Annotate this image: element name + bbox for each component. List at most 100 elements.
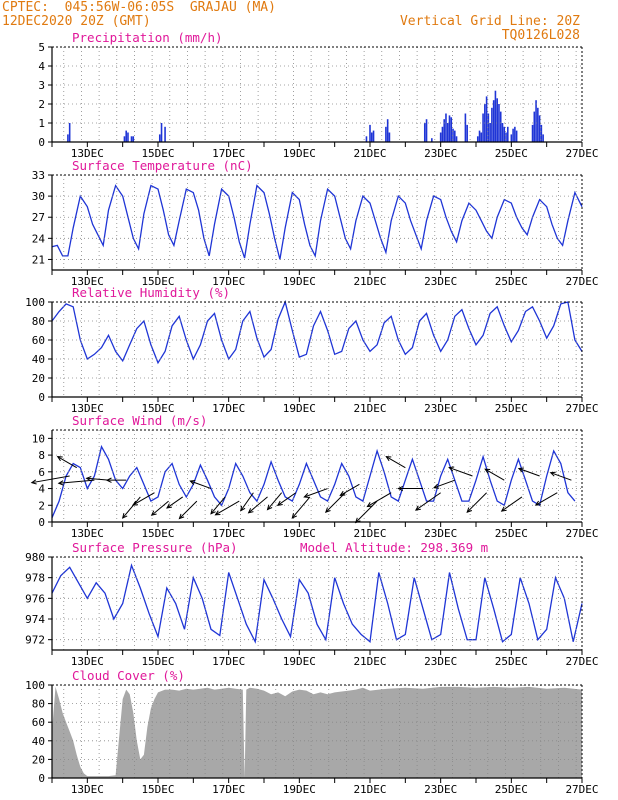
wind-arrow xyxy=(179,500,198,519)
wind-arrow-head xyxy=(121,512,128,519)
wind-arrow xyxy=(57,456,77,469)
precip-bar xyxy=(386,119,389,142)
precip-bar xyxy=(441,126,444,142)
wind-arrow-head xyxy=(303,493,310,498)
precip-bar xyxy=(487,113,490,142)
y-tick-label: 6 xyxy=(38,466,45,479)
wind-arrow-head xyxy=(534,500,541,506)
x-tick-label: 23DEC xyxy=(424,147,457,160)
wind-arrow-head xyxy=(189,480,196,485)
wind-arrow xyxy=(518,468,540,477)
wind-arrow-head xyxy=(385,456,392,462)
wind-arrow-head xyxy=(131,500,139,506)
x-tick-label: 25DEC xyxy=(495,655,528,668)
header-grid-line-note: Vertical Grid Line: 20Z xyxy=(399,14,580,29)
y-tick-label: 976 xyxy=(25,592,45,605)
wind-arrow-head xyxy=(105,477,112,483)
x-tick-label: 27DEC xyxy=(565,527,598,540)
wind-arrow xyxy=(122,496,141,519)
wind-arrow xyxy=(535,492,558,506)
wind-arrow xyxy=(386,456,406,469)
precip-bar xyxy=(507,126,509,142)
precip-bar xyxy=(505,132,507,142)
y-tick-label: 20 xyxy=(32,372,45,385)
precip-bar xyxy=(160,123,163,142)
precip-bar xyxy=(476,136,479,142)
wind-arrow xyxy=(248,496,268,514)
header-run-time: 12DEC2020 20Z (GMT) xyxy=(2,14,151,29)
wind-arrow xyxy=(415,492,441,511)
precip-bar xyxy=(425,119,428,142)
precip-bar xyxy=(480,132,483,142)
y-tick-label: 0 xyxy=(38,391,45,404)
y-tick-label: 3 xyxy=(38,79,45,92)
y-tick-label: 100 xyxy=(25,296,45,309)
x-tick-label: 17DEC xyxy=(212,275,245,288)
x-tick-label: 13DEC xyxy=(71,527,104,540)
precip-bar xyxy=(130,136,133,142)
wind-arrow xyxy=(151,500,169,516)
x-tick-label: 21DEC xyxy=(353,527,386,540)
wind-arrow xyxy=(215,500,240,516)
x-tick-label: 13DEC xyxy=(71,275,104,288)
precip-bar xyxy=(535,100,537,142)
precip-bar xyxy=(478,130,481,142)
y-tick-label: 1 xyxy=(38,117,45,130)
precip-bar xyxy=(365,136,368,142)
wind-arrow-head xyxy=(414,505,421,511)
y-tick-label: 974 xyxy=(25,613,45,626)
panel-4 xyxy=(30,429,583,527)
precip-bar xyxy=(423,123,426,142)
wind-arrow-head xyxy=(210,508,216,515)
x-tick-label: 15DEC xyxy=(141,147,174,160)
x-tick-label: 15DEC xyxy=(141,527,174,540)
x-tick-label: 23DEC xyxy=(424,783,457,796)
precip-bar xyxy=(515,130,518,142)
wind-arrow xyxy=(550,472,572,481)
precip-bar xyxy=(499,111,502,142)
x-tick-label: 19DEC xyxy=(283,402,316,415)
wind-arrow xyxy=(166,496,184,509)
precip-bar xyxy=(485,96,488,142)
wind-arrow xyxy=(210,496,226,515)
wind-arrow-head xyxy=(484,468,491,474)
precip-bar xyxy=(452,128,454,142)
precip-bar xyxy=(443,119,445,142)
wind-arrow xyxy=(58,479,95,484)
precip-bar xyxy=(123,136,126,142)
precip-bar xyxy=(494,90,497,142)
precip-bar xyxy=(503,126,506,142)
x-tick-label: 27DEC xyxy=(565,275,598,288)
precip-bar xyxy=(492,100,495,142)
series-line xyxy=(51,184,583,260)
y-tick-label: 60 xyxy=(32,334,45,347)
x-tick-label: 27DEC xyxy=(565,402,598,415)
x-tick-label: 15DEC xyxy=(141,275,174,288)
wind-arrow xyxy=(466,492,487,513)
wind-arrow-head xyxy=(500,506,507,512)
x-tick-label: 23DEC xyxy=(424,527,457,540)
wind-arrow-head xyxy=(85,476,92,482)
x-tick-label: 17DEC xyxy=(212,147,245,160)
x-tick-label: 21DEC xyxy=(353,147,386,160)
precip-bar xyxy=(540,124,543,142)
precip-bar xyxy=(538,115,541,142)
series-line xyxy=(51,444,576,519)
precip-bar xyxy=(512,128,514,142)
x-tick-label: 27DEC xyxy=(565,783,598,796)
x-tick-label: 21DEC xyxy=(353,783,386,796)
wind-arrow xyxy=(291,496,311,519)
panel-title: Surface Pressure (hPa) xyxy=(72,540,238,555)
x-tick-label: 25DEC xyxy=(495,147,528,160)
wind-arrow-head xyxy=(178,513,185,520)
wind-arrow xyxy=(31,475,70,484)
precip-bar xyxy=(496,98,498,142)
wind-arrow xyxy=(304,488,328,498)
y-tick-label: 21 xyxy=(32,253,45,266)
wind-arrow-head xyxy=(166,503,172,509)
precip-bar xyxy=(446,123,449,142)
wind-arrow-head xyxy=(324,507,331,514)
x-tick-label: 19DEC xyxy=(283,147,316,160)
panel-5 xyxy=(48,556,583,655)
x-tick-label: 15DEC xyxy=(141,655,174,668)
